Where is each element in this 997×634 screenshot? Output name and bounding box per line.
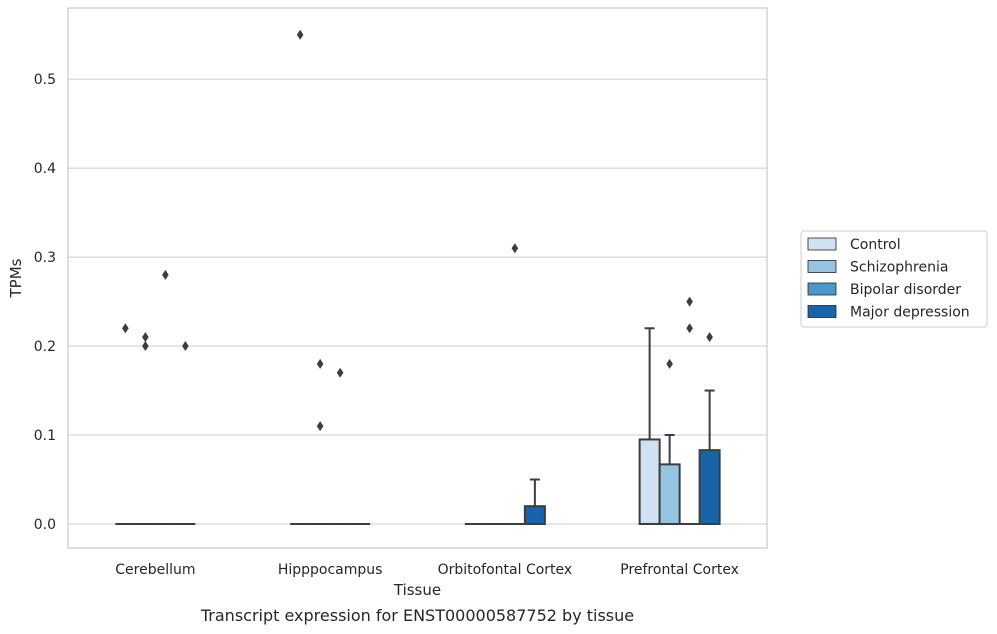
outlier-point bbox=[316, 358, 324, 369]
x-tick-label: Orbitofontal Cortex bbox=[438, 562, 573, 578]
x-tick-label: Cerebellum bbox=[115, 562, 195, 578]
y-tick-label: 0.3 bbox=[34, 250, 56, 266]
x-tick-label: Prefrontal Cortex bbox=[620, 562, 739, 578]
box-1-1 bbox=[310, 358, 331, 525]
legend-swatch bbox=[807, 305, 837, 318]
grid-lines bbox=[68, 78, 767, 525]
box-3-1 bbox=[658, 358, 681, 525]
outlier-point bbox=[666, 358, 673, 369]
box-1-0 bbox=[290, 29, 311, 525]
outlier-point bbox=[336, 367, 344, 378]
outlier-point bbox=[142, 341, 149, 352]
y-axis-ticks: 0.0 0.1 0.2 0.3 0.4 0.5 bbox=[34, 72, 56, 533]
box-body bbox=[698, 449, 721, 525]
y-tick-label: 0.0 bbox=[34, 517, 56, 533]
outlier-point bbox=[296, 29, 304, 40]
outlier-point bbox=[316, 421, 324, 432]
box-3-3 bbox=[698, 332, 721, 525]
box-body bbox=[638, 438, 661, 525]
y-tick-label: 0.2 bbox=[34, 339, 56, 355]
legend-swatch bbox=[807, 237, 837, 251]
box-0-3 bbox=[175, 341, 196, 525]
outlier-point bbox=[686, 296, 693, 307]
y-axis-label: TPMs bbox=[7, 258, 25, 298]
y-tick-label: 0.4 bbox=[34, 161, 56, 177]
box-0-1 bbox=[135, 332, 156, 525]
outlier-point bbox=[686, 323, 693, 334]
legend-label: Schizophrenia bbox=[850, 260, 948, 276]
box-0-0 bbox=[115, 323, 136, 525]
x-axis-ticks: Cerebellum Hipppocampus Orbitofontal Corte… bbox=[115, 562, 739, 578]
outlier-point bbox=[511, 243, 519, 254]
legend-label: Control bbox=[850, 237, 901, 253]
box-3-2 bbox=[679, 296, 700, 525]
y-tick-label: 0.5 bbox=[34, 72, 56, 88]
outlier-point bbox=[122, 323, 129, 334]
outlier-point bbox=[162, 269, 169, 280]
y-tick-label: 0.1 bbox=[34, 428, 56, 444]
legend-swatch bbox=[807, 282, 837, 296]
box-body bbox=[658, 463, 681, 525]
outlier-point bbox=[182, 341, 189, 352]
box-2-2 bbox=[504, 243, 525, 525]
legend-frame bbox=[800, 230, 988, 328]
legend-swatch bbox=[807, 260, 837, 273]
legend-label: Bipolar disorder bbox=[850, 282, 961, 298]
plot-frame bbox=[67, 7, 768, 549]
outlier-point bbox=[706, 332, 713, 343]
outlier-point bbox=[142, 332, 149, 343]
x-tick-label: Hipppocampus bbox=[278, 562, 383, 578]
box-2-3 bbox=[523, 478, 546, 525]
box-1-2 bbox=[330, 367, 351, 525]
chart-caption: Transcript expression for ENST0000058775… bbox=[200, 606, 634, 625]
box-layer bbox=[115, 29, 721, 525]
legend: Control Schizophrenia Bipolar disorder Majo… bbox=[800, 230, 988, 328]
box-0-2 bbox=[155, 269, 176, 525]
box-3-0 bbox=[638, 327, 661, 525]
box-body bbox=[523, 505, 546, 525]
x-axis-label: Tissue bbox=[393, 581, 441, 599]
legend-label: Major depression bbox=[850, 305, 970, 321]
